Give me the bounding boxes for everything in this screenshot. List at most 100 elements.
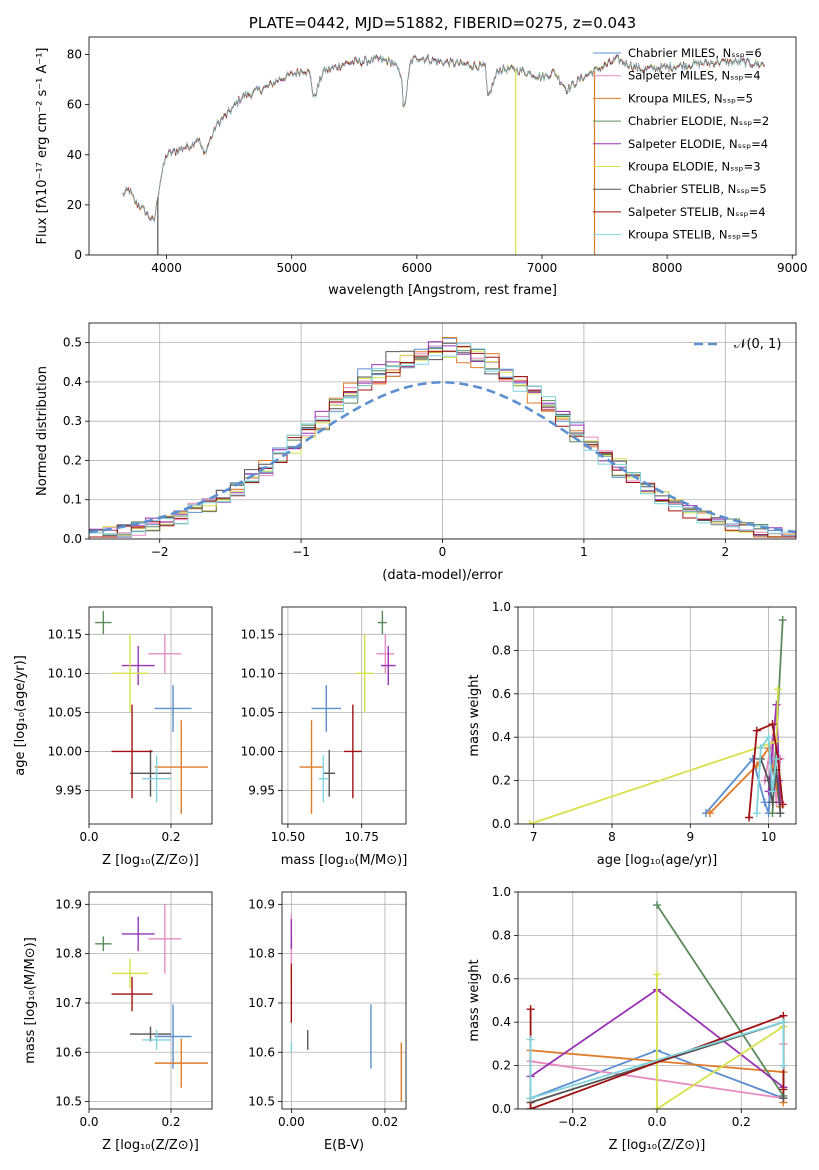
histogram-series	[89, 341, 796, 538]
x-tick-label: 10.50	[271, 830, 305, 844]
weight-marker	[779, 1061, 788, 1070]
weight-marker	[525, 820, 534, 824]
weight-line	[529, 1020, 785, 1100]
x-tick-label: 1	[580, 545, 588, 559]
panel-6	[85, 891, 213, 1113]
y-tick-label: 0.2	[63, 453, 82, 467]
x-tick-label: −2	[151, 545, 169, 559]
y-tick-label: 0.0	[492, 1102, 511, 1116]
histogram-series	[89, 348, 796, 538]
axes-frame	[88, 36, 797, 256]
y-tick-label: 0.4	[63, 375, 82, 389]
y-tick-label: 10.6	[248, 1045, 275, 1059]
y-tick-label: 10.10	[48, 666, 82, 680]
legend-entry: Kroupa STELIB, Nₛₛₚ=5	[628, 228, 758, 242]
y-tick-label: 0.6	[492, 972, 511, 986]
y-tick-label: 9.95	[248, 783, 275, 797]
y-tick-label: 0.4	[492, 1015, 511, 1029]
weight-marker	[526, 1105, 535, 1109]
x-axis-label: Z [log₁₀(Z/Z⊙)]	[102, 1138, 199, 1153]
x-tick-label: 0.0	[79, 1115, 98, 1129]
y-tick-label: 60	[67, 98, 82, 112]
y-tick-label: 10.05	[241, 705, 275, 719]
y-tick-label: 0.0	[492, 817, 511, 831]
plot-area	[518, 607, 796, 824]
x-tick-label: 9000	[777, 261, 808, 275]
weight-marker	[653, 970, 661, 979]
legend-entry: Salpeter ELODIE, Nₛₛₚ=4	[628, 137, 768, 151]
weight-marker	[772, 754, 781, 763]
weight-marker	[526, 1094, 535, 1103]
y-tick-label: 10.7	[248, 996, 275, 1010]
weight-marker	[752, 726, 761, 735]
y-tick-label: 0.8	[492, 643, 511, 657]
weight-marker	[776, 809, 785, 818]
y-axis-label: Normed distribution	[35, 366, 50, 496]
axes-frame	[88, 606, 213, 825]
weight-marker	[705, 809, 714, 818]
legend-entry: Kroupa MILES, Nₛₛₚ=5	[628, 91, 753, 105]
axes-frame	[281, 891, 407, 1110]
x-axis-label: age [log₁₀(age/yr)]	[597, 853, 718, 868]
y-tick-label: 10.8	[55, 947, 82, 961]
x-axis-label: (data-model)/error	[382, 568, 503, 583]
x-tick-label: 7000	[527, 261, 558, 275]
plot-area	[89, 892, 212, 1109]
y-tick-label: 40	[67, 148, 82, 162]
y-tick-label: 10.5	[248, 1095, 275, 1109]
x-tick-label: 0.2	[161, 830, 180, 844]
y-tick-label: 9.95	[55, 783, 82, 797]
plot-area	[282, 607, 406, 824]
axes-frame	[517, 891, 797, 1110]
y-tick-label: 10.9	[55, 897, 82, 911]
y-tick-label: 10.00	[48, 744, 82, 758]
legend-entry: Chabrier ELODIE, Nₛₛₚ=2	[628, 114, 769, 128]
weight-marker	[779, 1094, 788, 1103]
y-tick-label: 10.9	[248, 897, 275, 911]
x-tick-label: 0.02	[372, 1115, 399, 1129]
legend-entry: Salpeter STELIB, Nₛₛₚ=4	[628, 205, 766, 219]
panel-7	[278, 891, 407, 1113]
histogram-series	[89, 343, 796, 538]
y-tick-label: 0.8	[492, 928, 511, 942]
y-axis-label: mass weight	[467, 674, 482, 756]
weight-marker	[764, 733, 773, 742]
panel-5	[514, 606, 797, 828]
weight-marker	[779, 1018, 788, 1027]
weight-marker	[653, 1105, 661, 1109]
legend-entry: Salpeter MILES, Nₛₛₚ=4	[628, 69, 761, 83]
histogram-series	[89, 346, 796, 538]
y-tick-label: 0.5	[63, 336, 82, 350]
y-tick-label: 0	[74, 248, 82, 262]
weight-line	[656, 904, 785, 1097]
y-tick-label: 0.3	[63, 414, 82, 428]
legend-entry: Chabrier MILES, Nₛₛₚ=6	[628, 46, 762, 60]
y-tick-label: 10.7	[55, 996, 82, 1010]
x-tick-label: 0	[439, 545, 447, 559]
x-tick-label: −0.2	[558, 1115, 587, 1129]
y-tick-label: 10.15	[241, 627, 275, 641]
y-tick-label: 10.05	[48, 705, 82, 719]
weight-marker	[768, 809, 777, 818]
x-tick-label: 0.2	[161, 1115, 180, 1129]
x-tick-label: −1	[292, 545, 310, 559]
weight-marker	[772, 700, 781, 709]
y-tick-label: 10.00	[241, 744, 275, 758]
weight-marker	[778, 800, 787, 809]
y-tick-label: 10.6	[55, 1045, 82, 1059]
y-tick-label: 1.0	[492, 600, 511, 614]
x-tick-label: 8000	[652, 261, 683, 275]
axes-frame	[517, 606, 797, 825]
weight-marker	[526, 1035, 535, 1044]
x-tick-label: 0.00	[278, 1115, 305, 1129]
y-tick-label: 10.5	[55, 1095, 82, 1109]
y-tick-label: 10.8	[248, 947, 275, 961]
x-tick-label: 4000	[151, 261, 182, 275]
y-tick-label: 20	[67, 198, 82, 212]
y-axis-label: Flux [fλ10⁻¹⁷ erg cm⁻² s⁻¹ A⁻¹]	[35, 48, 50, 245]
x-tick-label: 0.2	[732, 1115, 751, 1129]
y-tick-label: 0.2	[492, 1059, 511, 1073]
x-axis-label: wavelength [Angstrom, rest frame]	[328, 283, 557, 298]
panel-8	[514, 891, 797, 1113]
